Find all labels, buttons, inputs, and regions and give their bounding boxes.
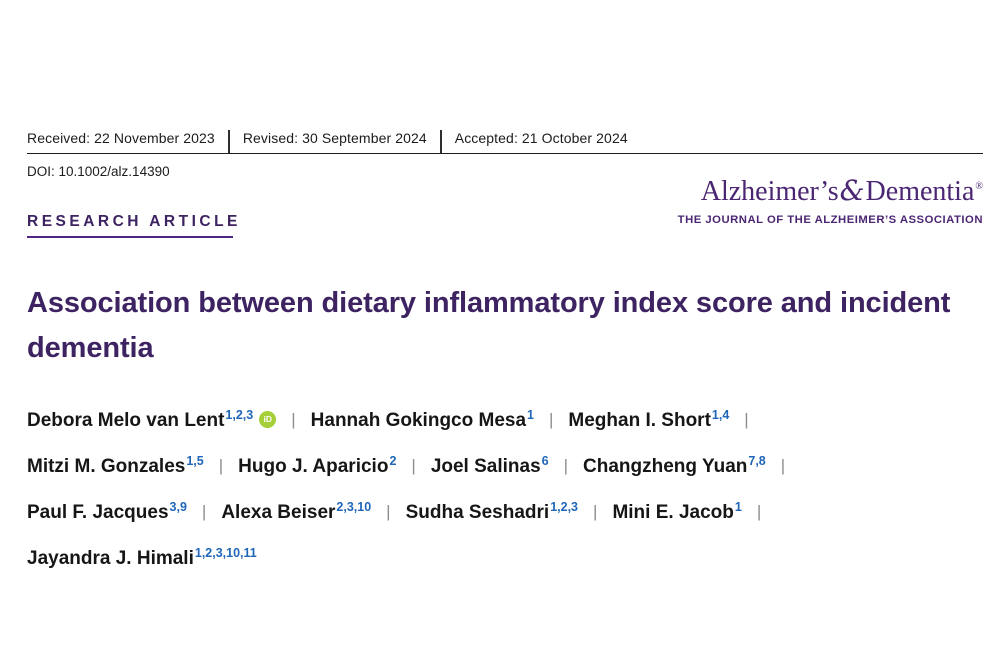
author-list: Debora Melo van Lent1,2,3 iD | Hannah Gokin… [27, 408, 975, 570]
revised-date: Revised: 30 September 2024 [242, 130, 427, 146]
registered-mark: ® [975, 181, 983, 192]
author: Sudha Seshadri1,2,3 [405, 500, 579, 524]
author: Mitzi M. Gonzales1,5 [27, 454, 204, 478]
doi-text: DOI: 10.1002/alz.14390 [27, 164, 170, 179]
author-name: Alexa Beiser [221, 502, 336, 523]
author-separator: | [411, 456, 416, 475]
author-name: Jayandra J. Himali [27, 548, 194, 569]
author-name: Meghan I. Short [568, 410, 711, 431]
date-separator [227, 130, 230, 153]
kicker-underline [27, 236, 233, 238]
author-superscript: 6 [541, 454, 549, 468]
author-separator: | [201, 502, 207, 521]
author: Meghan I. Short1,4 [568, 408, 730, 432]
author: Hugo J. Aparicio2 [238, 454, 397, 478]
author: Mini E. Jacob1 [612, 500, 742, 524]
author: Paul F. Jacques3,9 [27, 500, 187, 524]
author-superscript: 7,8 [748, 454, 766, 468]
author: Jayandra J. Himali1,2,3,10,11 [27, 546, 257, 570]
orcid-icon[interactable]: iD [259, 411, 277, 428]
research-article-label: RESEARCH ARTICLE [27, 213, 241, 230]
author-superscript: 1,2,3,10,11 [194, 546, 257, 560]
author-superscript: 1,2,3 [225, 408, 254, 422]
date-separator [439, 130, 442, 153]
author: Alexa Beiser2,3,10 [221, 500, 372, 524]
author-separator: | [291, 410, 296, 429]
author-superscript: 3,9 [169, 500, 187, 514]
journal-ampersand: & [839, 174, 865, 207]
received-date: Received: 22 November 2023 [27, 130, 215, 146]
author-superscript: 1 [734, 500, 742, 514]
author-name: Mitzi M. Gonzales [27, 456, 186, 477]
journal-name-post: Dementia [865, 176, 975, 207]
author: Changzheng Yuan7,8 [583, 454, 766, 478]
author-name: Debora Melo van Lent [27, 410, 225, 431]
author: Joel Salinas6 [430, 454, 549, 478]
author-name: Hugo J. Aparicio [238, 456, 389, 477]
author-name: Changzheng Yuan [583, 456, 748, 477]
journal-tagline: THE JOURNAL OF THE ALZHEIMER’S ASSOCIATI… [677, 214, 983, 226]
author: Hannah Gokingco Mesa1 [310, 408, 534, 432]
author-name: Joel Salinas [430, 456, 541, 477]
author-separator: | [386, 502, 391, 521]
author-superscript: 1 [527, 408, 534, 422]
paper-title: Association between dietary inflammatory… [27, 287, 951, 364]
author-superscript: 1,2,3 [550, 500, 579, 514]
author-superscript: 1,5 [186, 454, 204, 468]
author-separator: | [744, 410, 749, 429]
author-name: Paul F. Jacques [27, 502, 169, 523]
journal-name-pre: Alzheimer’s [700, 176, 839, 207]
author-superscript: 1,4 [711, 408, 730, 422]
author: Debora Melo van Lent1,2,3 iD [27, 408, 277, 432]
dates-row: Received: 22 November 2023 Revised: 30 S… [27, 130, 983, 154]
author-separator: | [548, 410, 554, 429]
author-name: Mini E. Jacob [612, 502, 734, 523]
author-separator: | [563, 456, 569, 475]
author-name: Hannah Gokingco Mesa [310, 410, 527, 431]
author-superscript: 2 [389, 454, 397, 468]
journal-name: Alzheimer’s&Dementia® [678, 177, 983, 211]
author-separator: | [218, 456, 224, 475]
journal-logo: Alzheimer’s&Dementia® THE JOURNAL OF THE… [677, 177, 983, 227]
accepted-date: Accepted: 21 October 2024 [454, 130, 628, 146]
author-name: Sudha Seshadri [405, 502, 550, 523]
author-separator: | [780, 456, 786, 475]
author-separator: | [756, 502, 762, 521]
author-separator: | [593, 502, 598, 521]
author-superscript: 2,3,10 [336, 500, 372, 514]
